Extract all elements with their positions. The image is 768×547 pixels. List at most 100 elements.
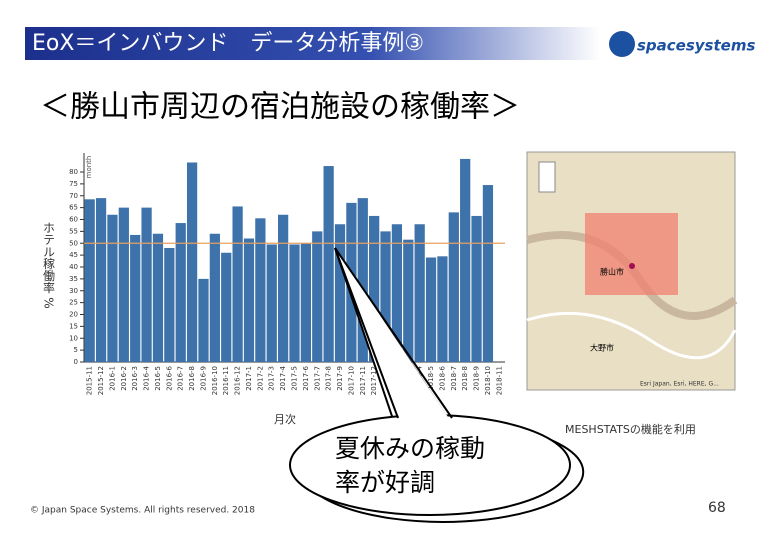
bar — [186, 162, 198, 362]
y-tick-label: 10 — [69, 334, 78, 342]
map-mesh — [585, 213, 678, 295]
bar — [380, 231, 391, 362]
y-tick-label: 60 — [69, 216, 78, 224]
note: MESHSTATSの機能を利用 — [565, 422, 696, 436]
header-title: EoX＝インバウンド データ分析事例③ — [32, 31, 424, 56]
x-tick-label: 2016-8 — [188, 366, 196, 391]
x-tick-label: 2018-7 — [450, 366, 458, 391]
logo-icon — [609, 31, 635, 57]
y-tick-label: 65 — [69, 204, 78, 212]
bar — [164, 248, 175, 362]
x-tick-label: 2015-11 — [86, 366, 94, 395]
bar — [391, 224, 403, 362]
bar — [425, 257, 437, 362]
bar — [482, 185, 494, 362]
header-bar — [25, 27, 600, 60]
y-axis-label: ホテル稼働率 % — [42, 221, 56, 309]
x-tick-label: 2018-11 — [495, 366, 503, 395]
bar — [289, 244, 300, 362]
bar — [300, 243, 311, 362]
y-tick-label: 80 — [69, 168, 78, 176]
callout-ellipse — [289, 414, 571, 516]
x-tick-label: 2018-9 — [473, 366, 481, 391]
logo: spacesystems — [637, 37, 755, 55]
x-tick-label: 2017-10 — [347, 366, 355, 395]
callout-text: 率が好調 — [335, 468, 435, 497]
bar — [118, 207, 129, 362]
bar — [448, 212, 459, 362]
y-unit: month — [85, 156, 93, 179]
copyright: © Japan Space Systems. All rights reserv… — [30, 506, 255, 516]
x-tick-label: 2016-12 — [234, 366, 242, 395]
map: 勝山市 大野市 Esri Japan, Esri, HERE, G... — [525, 151, 738, 391]
x-tick-label: 2017-7 — [313, 366, 321, 391]
y-tick-label: 35 — [69, 275, 78, 283]
bar — [243, 238, 255, 362]
y-tick-label: 25 — [69, 299, 78, 307]
y-tick-label: 30 — [69, 287, 78, 295]
y-tick-label: 55 — [69, 227, 78, 235]
bar — [175, 223, 186, 362]
bar — [403, 239, 414, 362]
x-tick-label: 2016-5 — [154, 366, 162, 391]
bar — [209, 233, 220, 362]
y-tick-label: 45 — [69, 251, 78, 259]
x-tick-label: 2016-6 — [165, 365, 173, 390]
bar — [130, 234, 141, 362]
x-tick-label: 2017-3 — [268, 366, 276, 391]
bar — [84, 199, 95, 362]
x-tick-label: 2016-1 — [108, 366, 116, 391]
y-tick-label: 40 — [69, 263, 78, 271]
x-tick-label: 2017-9 — [336, 366, 344, 391]
map-label: 勝山市 — [600, 267, 624, 277]
y-tick-label: 5 — [74, 346, 78, 354]
map-credit: Esri Japan, Esri, HERE, G... — [640, 381, 719, 388]
bar — [141, 207, 152, 362]
bar — [312, 231, 323, 362]
x-tick-label: 2017-5 — [291, 366, 299, 391]
bar — [414, 224, 425, 362]
x-tick-label: 2017-4 — [279, 365, 287, 390]
x-tick-label: 2017-11 — [359, 366, 367, 395]
bar — [437, 256, 448, 362]
x-tick-label: 2016-3 — [131, 366, 139, 391]
bar — [255, 218, 266, 362]
bar — [266, 244, 277, 362]
map-road — [526, 311, 737, 360]
bar — [107, 214, 118, 362]
y-tick-label: 20 — [69, 311, 78, 319]
x-tick-label: 2016-11 — [222, 366, 230, 395]
slide-title: ＜勝山市周辺の宿泊施設の稼働率＞ — [40, 90, 520, 125]
bar — [95, 198, 107, 362]
x-tick-label: 2017-1 — [245, 366, 253, 391]
x-tick-label: 2017-2 — [256, 366, 264, 391]
x-tick-label: 2018-10 — [484, 366, 492, 395]
bar — [471, 215, 482, 362]
bar — [232, 206, 243, 362]
x-tick-label: 2018-6 — [438, 365, 446, 390]
map-label: 大野市 — [590, 343, 614, 353]
bar — [221, 252, 232, 362]
bar — [357, 198, 368, 362]
x-tick-label: 2017-12 — [370, 366, 378, 395]
bar — [460, 158, 471, 362]
x-tick-label: 2017-8 — [325, 366, 333, 391]
x-tick-label: 2016-7 — [177, 366, 185, 391]
x-tick-label: 2018-8 — [461, 366, 469, 391]
map-zoom[interactable] — [538, 161, 556, 193]
bar — [334, 224, 346, 362]
bar — [369, 215, 380, 362]
callout-text: 夏休みの稼動 — [335, 434, 485, 463]
x-tick-label: 2017-6 — [302, 365, 310, 390]
y-tick-label: 75 — [69, 180, 78, 188]
chart: 0 5 10 15 20 25 30 35 40 45 50 55 60 65 70 75 80 month ホテル… — [42, 153, 505, 426]
y-tick-label: 70 — [69, 192, 78, 200]
bar — [278, 214, 289, 362]
bar — [198, 278, 209, 362]
x-tick-label: 2016-10 — [211, 366, 219, 395]
y-tick-label: 15 — [69, 322, 78, 330]
x-tick-label: 2015-12 — [97, 366, 105, 395]
y-tick-label: 0 — [74, 358, 78, 366]
x-tick-label: 2016-9 — [199, 366, 207, 391]
